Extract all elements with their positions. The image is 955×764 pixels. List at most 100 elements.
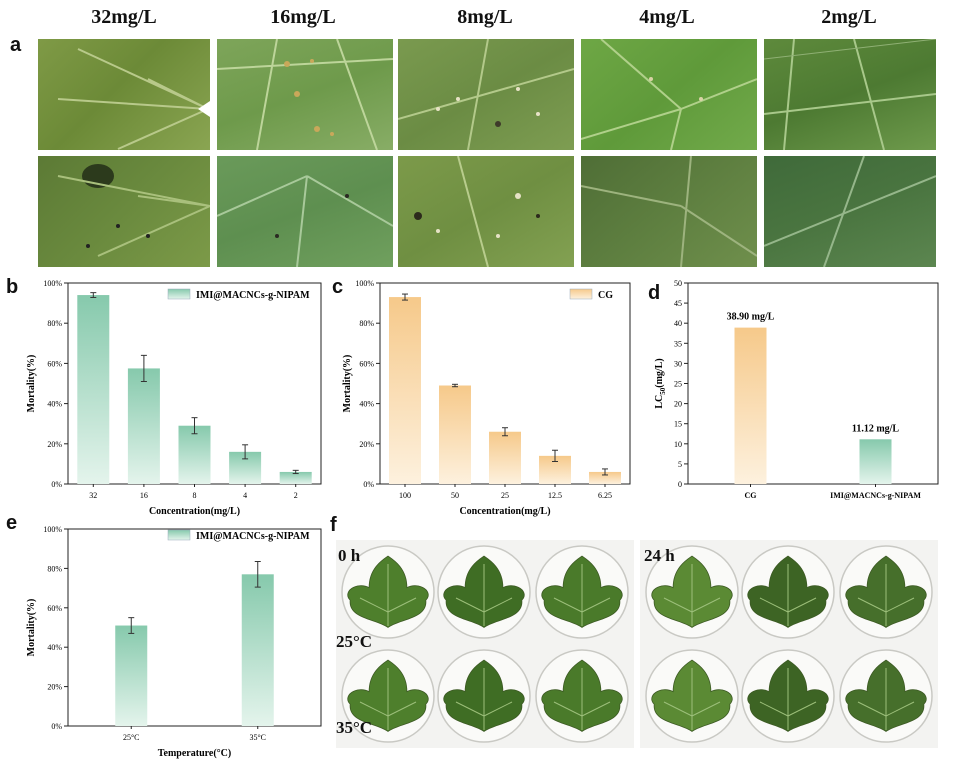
- y-tick-label: 40%: [47, 643, 62, 652]
- x-tick-label: CG: [745, 491, 757, 500]
- conc-label-32: 32mg/L: [91, 6, 157, 28]
- x-tick-label: 50: [451, 491, 459, 500]
- x-tick-label: 25: [501, 491, 509, 500]
- data-label: 11.12 mg/L: [852, 423, 900, 434]
- x-tick-label: IMI@MACNCs-g-NIPAM: [830, 491, 921, 500]
- y-tick-label: 80%: [359, 319, 374, 328]
- leaf-photo-8-top: [398, 39, 574, 150]
- y-tick-label: 60%: [47, 359, 62, 368]
- x-tick-label: 25°C: [123, 733, 140, 742]
- leaf-vein: [663, 564, 721, 626]
- y-tick-label: 100%: [355, 279, 374, 288]
- time-label-0h: 0 h: [338, 546, 361, 565]
- x-tick-label: 12.5: [548, 491, 562, 500]
- bar: [589, 471, 621, 484]
- temp-label-25: 25°C: [336, 632, 373, 651]
- y-tick-label: 20%: [47, 683, 62, 692]
- y-axis-label: LC50(mg/L): [654, 358, 667, 408]
- y-tick-label: 0%: [51, 480, 62, 489]
- y-tick-label: 60%: [359, 359, 374, 368]
- leaf-photo-4-top: [581, 39, 757, 150]
- y-tick-label: 25: [674, 380, 682, 389]
- legend-label: CG: [598, 290, 613, 301]
- panel-c-label: c: [332, 276, 344, 298]
- conc-label-16: 16mg/L: [270, 6, 336, 28]
- bar: [279, 471, 312, 484]
- leaf-vein: [857, 668, 915, 730]
- y-tick-label: 45: [674, 299, 682, 308]
- x-axis-label: Concentration(mg/L): [459, 506, 550, 517]
- y-tick-label: 30: [674, 359, 682, 368]
- bar: [178, 425, 211, 484]
- legend-swatch: [569, 288, 593, 300]
- bar: [734, 327, 767, 484]
- x-tick-label: 4: [243, 491, 247, 500]
- leaf-photo-32-bottom: [38, 156, 210, 267]
- x-tick-label: 100: [399, 491, 411, 500]
- plot-frame: [687, 282, 939, 485]
- chart-c-mortality: 0% 20% 40% 60% 80% 100% 100 50 25 12.5 6.25 Concent…: [342, 279, 631, 517]
- bar: [127, 368, 160, 484]
- bar: [389, 297, 421, 484]
- y-tick-label: 0%: [363, 480, 374, 489]
- bar: [115, 625, 148, 726]
- y-tick-label: 100%: [43, 279, 62, 288]
- legend-swatch: [167, 288, 191, 300]
- y-tick-label: 40: [674, 319, 682, 328]
- y-tick-label: 5: [678, 460, 682, 469]
- leaf-vein: [759, 668, 817, 730]
- data-label: 38.90 mg/L: [727, 312, 775, 323]
- y-tick-label: 0: [678, 480, 682, 489]
- panel-e-label: e: [6, 512, 18, 534]
- panel-f-label: f: [330, 514, 337, 536]
- bar: [489, 431, 521, 484]
- bar: [859, 439, 892, 484]
- leaf-vein: [359, 668, 417, 730]
- leaf-vein: [663, 668, 721, 730]
- dish-photo-0h: [336, 540, 634, 748]
- y-tick-label: 40%: [47, 400, 62, 409]
- leaf-photo-2-top: [764, 39, 936, 150]
- y-tick-label: 80%: [47, 564, 62, 573]
- y-tick-label: 15: [674, 420, 682, 429]
- legend-swatch: [167, 529, 191, 541]
- x-tick-label: 8: [193, 491, 197, 500]
- y-tick-label: 60%: [47, 604, 62, 613]
- y-tick-label: 20%: [359, 440, 374, 449]
- dish-photo-24h: [640, 540, 938, 748]
- legend-label: IMI@MACNCs-g-NIPAM: [196, 290, 310, 301]
- panel-d-label: d: [648, 282, 661, 304]
- temp-label-35: 35°C: [336, 718, 373, 737]
- leaf-vein: [857, 564, 915, 626]
- bar: [439, 385, 471, 484]
- leaf-vein: [455, 564, 513, 626]
- conc-label-8: 8mg/L: [457, 6, 513, 28]
- leaf-photo-16-bottom: [217, 156, 393, 267]
- x-tick-label: 2: [294, 491, 298, 500]
- y-tick-label: 50: [674, 279, 682, 288]
- chart-b-mortality: 0% 20% 40% 60% 80% 100% 32 16 8 4 2 Concentration(m…: [26, 279, 322, 517]
- time-label-24h: 24 h: [644, 546, 675, 565]
- plot-frame: [67, 528, 322, 727]
- y-tick-label: 80%: [47, 319, 62, 328]
- leaf-vein: [553, 668, 611, 730]
- leaf-photo-16-top: [217, 39, 393, 150]
- y-axis-label: Mortality(%): [26, 355, 37, 413]
- leaf-photo-8-bottom: [398, 156, 574, 267]
- leaf-photo-2-bottom: [764, 156, 936, 267]
- y-tick-label: 20%: [47, 440, 62, 449]
- leaf-vein: [359, 564, 417, 626]
- conc-label-4: 4mg/L: [639, 6, 695, 28]
- y-tick-label: 100%: [43, 525, 62, 534]
- conc-label-2: 2mg/L: [821, 6, 877, 28]
- legend-label: IMI@MACNCs-g-NIPAM: [196, 531, 310, 542]
- chart-d-lc50: 0 5 10 15 20 25 30 35 40 45 50 38.90 mg/L CG 11.12 mg…: [654, 279, 939, 500]
- chart-e-temperature: 0% 20% 40% 60% 80% 100% 25°C 35°C Temperature(°C…: [26, 525, 322, 759]
- y-tick-label: 20: [674, 400, 682, 409]
- x-tick-label: 16: [140, 491, 148, 500]
- y-tick-label: 0%: [51, 722, 62, 731]
- bar: [241, 574, 274, 726]
- y-axis-label: Mortality(%): [26, 599, 37, 657]
- panel-a-label: a: [10, 34, 22, 56]
- bar: [77, 295, 110, 484]
